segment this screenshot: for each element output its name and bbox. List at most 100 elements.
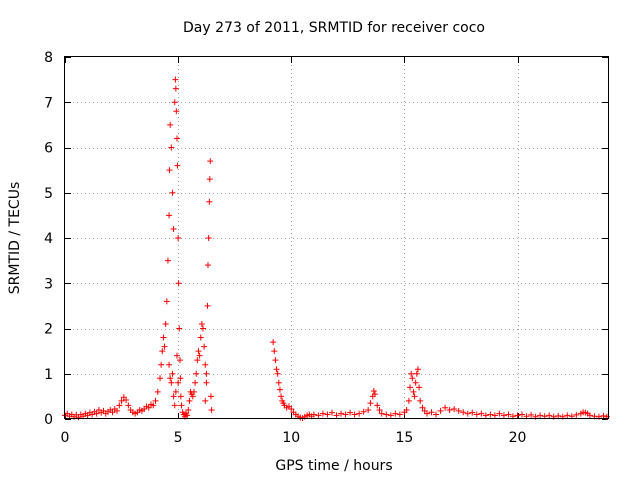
data-point — [271, 348, 278, 355]
data-point — [367, 400, 374, 407]
data-point — [310, 411, 317, 418]
data-point — [270, 339, 277, 346]
data-point — [473, 411, 480, 418]
data-point — [166, 167, 173, 174]
data-point — [170, 225, 177, 232]
data-point — [586, 412, 593, 419]
data-point — [519, 411, 526, 418]
data-point — [185, 406, 192, 413]
data-point — [173, 108, 180, 115]
data-point — [198, 320, 205, 327]
data-point — [177, 375, 184, 382]
data-point — [163, 298, 170, 305]
data-point — [162, 320, 169, 327]
data-point — [168, 144, 175, 151]
data-point — [356, 410, 363, 417]
data-point — [319, 410, 326, 417]
data-point — [167, 375, 174, 382]
chart-title: Day 273 of 2011, SRMTID for receiver coc… — [183, 20, 485, 36]
data-point — [201, 343, 208, 350]
data-point — [482, 412, 489, 419]
data-point — [154, 388, 161, 395]
data-point — [288, 406, 295, 413]
data-point — [204, 302, 211, 309]
data-point — [573, 411, 580, 418]
data-point — [387, 412, 394, 419]
data-point — [338, 410, 345, 417]
data-point — [333, 412, 340, 419]
y-tick-label: 2 — [44, 322, 53, 338]
data-point — [275, 379, 282, 386]
y-axis-label: SRMTID / TECUs — [7, 182, 23, 295]
data-point — [413, 370, 420, 377]
data-point — [496, 410, 503, 417]
x-tick-label: 5 — [174, 430, 183, 446]
data-point — [555, 412, 562, 419]
data-point — [360, 408, 367, 415]
data-point — [176, 325, 183, 332]
plot-frame — [64, 56, 609, 419]
data-point — [173, 135, 180, 142]
data-point — [204, 262, 211, 269]
data-point — [407, 384, 414, 391]
data-point — [207, 393, 214, 400]
data-point — [202, 397, 209, 404]
data-point — [464, 410, 471, 417]
data-point — [197, 334, 204, 341]
data-point — [276, 386, 283, 393]
data-point — [93, 410, 100, 417]
data-point — [171, 99, 178, 106]
data-point — [196, 352, 203, 359]
x-tick-label: 10 — [282, 430, 300, 446]
data-point — [437, 407, 444, 414]
data-point — [193, 370, 200, 377]
data-point — [189, 393, 196, 400]
data-point — [500, 412, 507, 419]
data-point — [342, 411, 349, 418]
data-point — [371, 391, 378, 398]
x-tick-label: 15 — [395, 430, 413, 446]
data-point — [424, 410, 430, 417]
data-point — [160, 334, 167, 341]
data-point — [417, 397, 424, 404]
data-point — [412, 379, 419, 386]
y-tick-label: 1 — [44, 367, 53, 383]
data-point — [203, 370, 210, 377]
data-point — [172, 85, 179, 92]
y-tick-label: 6 — [44, 141, 53, 157]
data-point — [171, 402, 178, 409]
data-point — [109, 409, 116, 416]
grid — [65, 57, 608, 419]
data-point — [184, 412, 191, 419]
x-tick-label: 0 — [61, 430, 70, 446]
data-point — [374, 402, 381, 409]
data-point — [202, 361, 209, 368]
data-point — [514, 412, 521, 419]
data-point — [469, 409, 476, 416]
data-point — [168, 379, 175, 386]
data-point — [446, 406, 453, 413]
data-point — [451, 406, 458, 413]
data-point — [175, 379, 182, 386]
data-point — [272, 357, 279, 364]
data-point — [178, 402, 185, 409]
data-point — [408, 370, 415, 377]
data-point — [273, 366, 280, 373]
data-point — [411, 393, 418, 400]
data-point — [442, 404, 449, 411]
data-point — [455, 407, 462, 414]
data-point — [161, 343, 168, 350]
data-point — [207, 158, 214, 165]
data-point — [351, 411, 358, 418]
data-point — [419, 404, 426, 411]
data-point — [175, 280, 182, 287]
data-point — [173, 352, 180, 359]
data-point — [396, 411, 403, 418]
data-point — [410, 388, 417, 395]
data-point — [118, 397, 125, 404]
data-point — [428, 409, 435, 416]
data-point — [150, 402, 157, 409]
data-point — [200, 325, 207, 332]
data-point — [478, 410, 485, 417]
